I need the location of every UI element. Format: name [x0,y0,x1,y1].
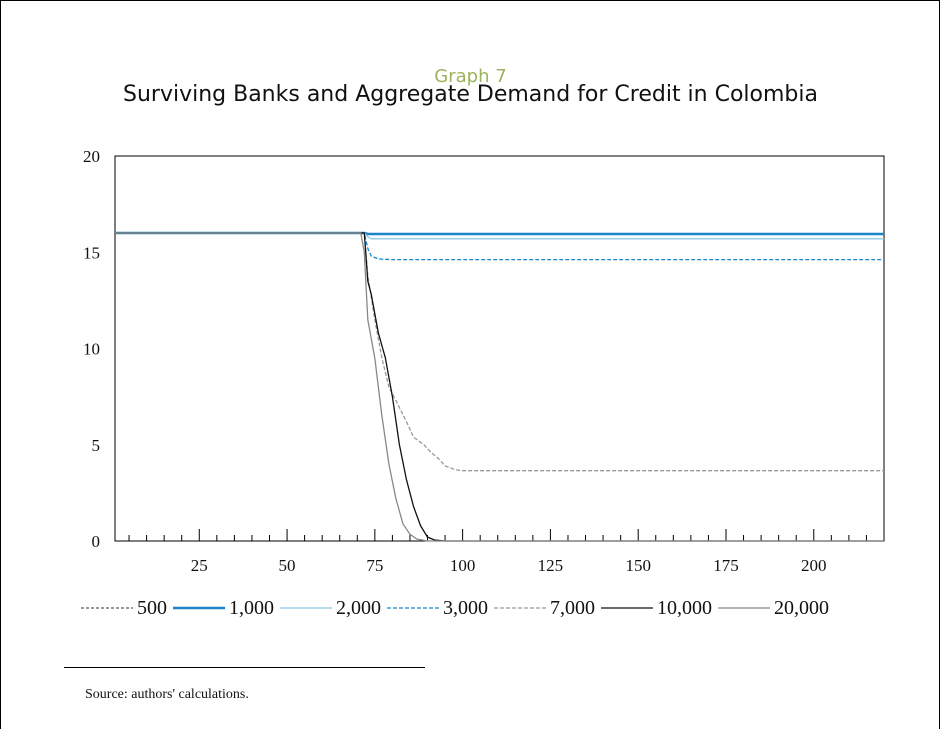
x-tick-label: 125 [538,556,564,575]
legend-item: 7,000 [492,597,595,620]
x-tick-label: 25 [191,556,208,575]
series-line [115,232,884,542]
source-divider [64,667,425,668]
plot-border [114,155,885,542]
legend-label: 3,000 [443,596,488,619]
legend-item: 3,000 [385,597,488,620]
legend-label: 10,000 [657,596,712,619]
legend-swatch [718,607,770,609]
x-tick-label: 50 [279,556,296,575]
legend-item: 10,000 [599,597,712,620]
legend-item: 2,000 [278,597,381,620]
x-tick-label: 100 [450,556,476,575]
y-tick-label: 0 [92,532,101,551]
legend-swatch [173,606,225,610]
y-tick-label: 10 [83,340,100,359]
x-tick-label: 200 [801,556,827,575]
legend-swatch [601,607,653,609]
legend-swatch [387,607,439,609]
legend-label: 7,000 [550,596,595,619]
series-line [115,232,884,261]
series-line [115,232,884,542]
legend-label: 500 [137,596,167,619]
x-tick-label: 175 [713,556,739,575]
legend-item: 20,000 [716,597,829,620]
y-tick-label: 5 [92,436,101,455]
chart-title: Surviving Banks and Aggregate Demand for… [122,82,818,107]
graph-number: Graph 7 [434,66,507,87]
legend-item: 1,000 [171,597,274,620]
x-tick-label: 75 [366,556,383,575]
legend-swatch [280,607,332,609]
plot-area: 0 5 10 15 20 25 50 75 100 125 150 175 200 [83,147,885,575]
legend-label: 1,000 [229,596,274,619]
series-line [115,232,884,472]
y-tick-label: 15 [83,243,100,262]
chart-legend: 500 1,000 2,000 3,000 7,000 10,000 20,000 [79,593,899,623]
source-note: Source: authors' calculations. [85,687,249,702]
legend-label: 20,000 [774,596,829,619]
legend-item: 500 [79,597,167,620]
x-tick-label: 150 [625,556,651,575]
legend-swatch [494,607,546,609]
y-tick-label: 20 [83,147,100,166]
legend-swatch [81,607,133,609]
legend-label: 2,000 [336,596,381,619]
